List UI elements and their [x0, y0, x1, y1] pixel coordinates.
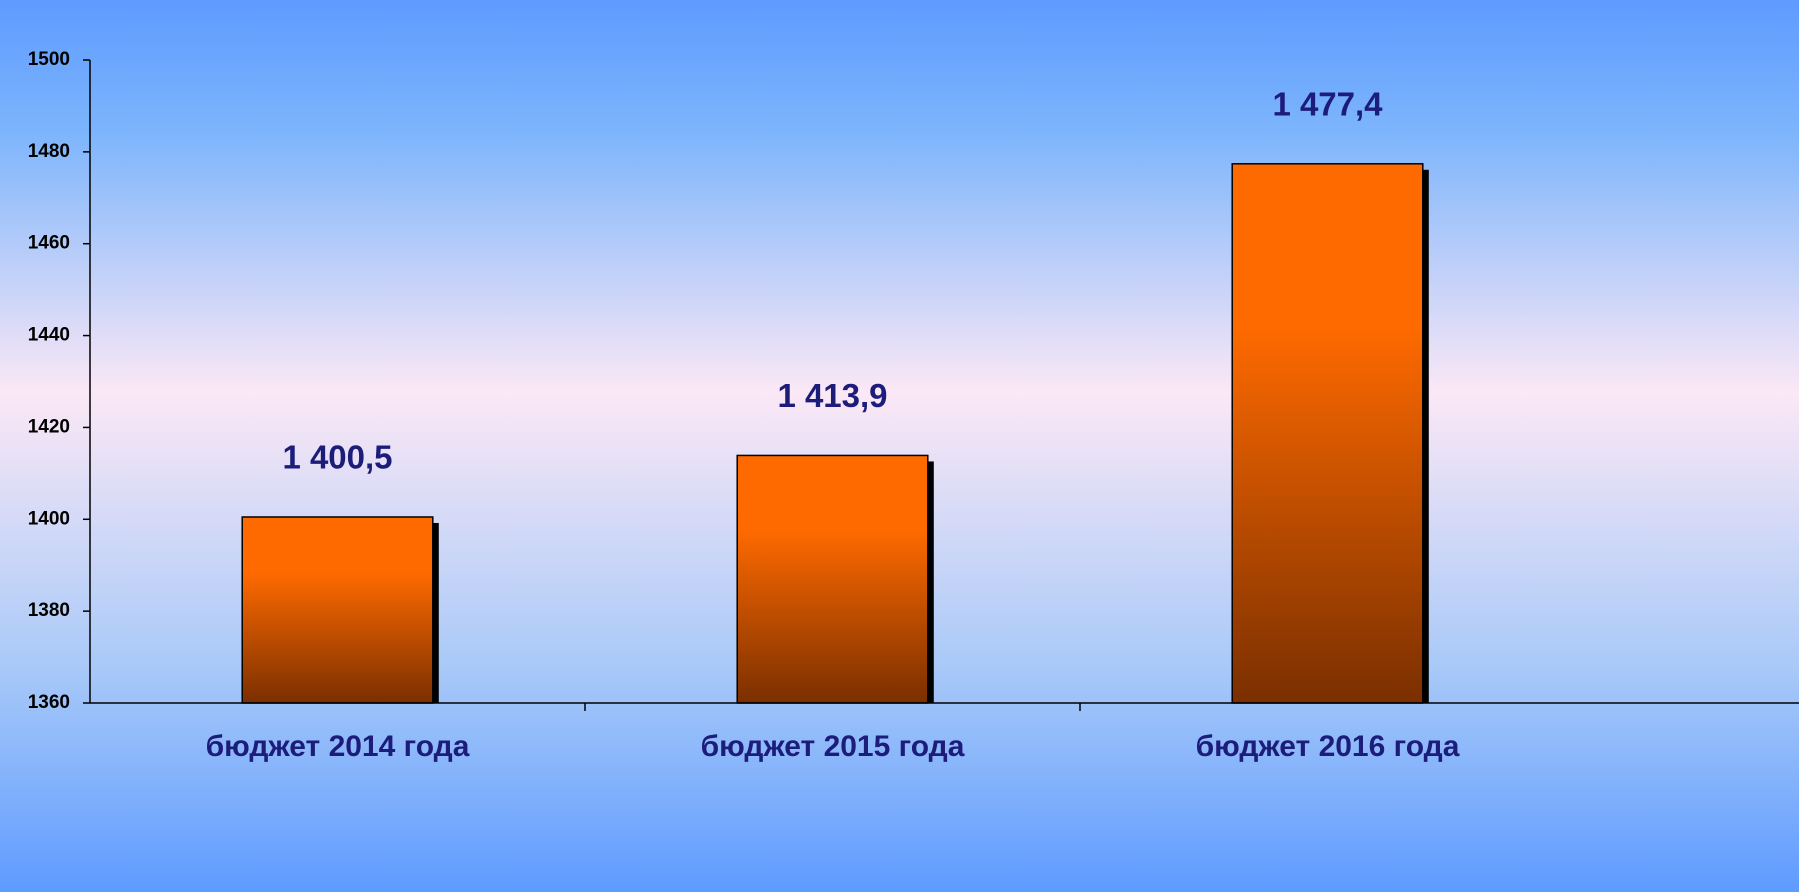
y-tick-label: 1420 — [28, 416, 70, 437]
bar — [241, 516, 434, 704]
value-label: 1 400,5 — [282, 439, 392, 476]
y-tick-label: 1380 — [28, 600, 70, 621]
value-label: 1 477,4 — [1272, 86, 1383, 123]
x-tick-label: бюджет 2014 года — [206, 730, 470, 763]
bar — [736, 454, 929, 704]
y-tick-label: 1460 — [28, 233, 70, 254]
y-tick-label: 1500 — [28, 49, 70, 70]
y-tick-label: 1400 — [28, 508, 70, 529]
x-tick-label: бюджет 2016 года — [1196, 730, 1460, 763]
x-tick-label: бюджет 2015 года — [701, 730, 965, 763]
bar — [1231, 163, 1424, 704]
y-tick-label: 1360 — [28, 692, 70, 713]
y-tick-label: 1440 — [28, 325, 70, 346]
value-label: 1 413,9 — [777, 377, 887, 414]
y-tick-label: 1480 — [28, 141, 70, 162]
